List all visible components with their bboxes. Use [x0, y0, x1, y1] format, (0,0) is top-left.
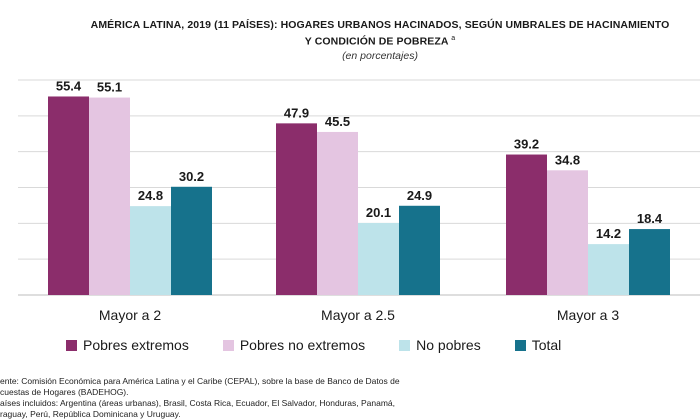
source-note-line-1: ente: Comisión Económica para América La… — [0, 376, 400, 386]
legend-swatch — [222, 339, 234, 351]
chart-title-line-2: Y CONDICIÓN DE POBREZA a — [0, 32, 700, 49]
source-note-line-3: aíses incluidos: Argentina (áreas urbana… — [0, 398, 395, 408]
data-label-2-4: 24.9 — [407, 188, 432, 203]
data-label-2-2: 45.5 — [325, 114, 350, 129]
legend-swatch — [66, 339, 77, 351]
data-label-3-3: 14.2 — [596, 226, 621, 241]
chart-legend: Pobres extremos Pobres no extremos No pobr… — [66, 336, 561, 354]
source-note-line-4: raguay, Perú, República Dominicana y Uru… — [0, 409, 181, 419]
chart-subtitle: (en porcentajes) — [342, 49, 418, 62]
bar-3-2 — [547, 170, 588, 295]
chart-title-line-1: AMÉRICA LATINA, 2019 (11 PAÍSES): HOGARE… — [90, 19, 670, 31]
data-label-1-3: 24.8 — [138, 188, 163, 203]
chart-title-block: AMÉRICA LATINA, 2019 (11 PAÍSES): HOGARE… — [0, 18, 700, 62]
source-note-line-2: cuestas de Hogares (BADEHOG). — [0, 387, 129, 397]
data-label-3-4: 18.4 — [637, 211, 663, 226]
legend-label: Pobres extremos — [83, 337, 189, 353]
data-label-1-2: 55.1 — [97, 80, 122, 95]
bar-1-3 — [130, 206, 171, 295]
chart-title-footnote-mark: a — [451, 35, 456, 42]
data-label-3-2: 34.8 — [555, 152, 580, 167]
bar-2-4 — [399, 205, 440, 295]
data-label-2-3: 20.1 — [366, 205, 391, 220]
legend-item-3: No pobres — [399, 337, 481, 353]
legend-item-4: Total — [514, 337, 562, 353]
bar-3-1 — [506, 154, 547, 295]
legend-item-2: Pobres no extremos — [222, 337, 366, 353]
bar-1-1 — [48, 96, 89, 295]
bar-chart: 55.4 55.1 24.8 30.2 Mayor a 2 47.9 45.5 20.1 24.… — [18, 78, 700, 323]
bar-2-1 — [276, 123, 317, 295]
bar-2-2 — [317, 131, 358, 295]
data-label-2-1: 47.9 — [284, 105, 309, 120]
chart-title-line-2-text: Y CONDICIÓN DE POBREZA — [304, 35, 449, 48]
data-label-3-1: 39.2 — [514, 137, 539, 152]
bar-2-3 — [358, 222, 399, 295]
legend-item-1: Pobres extremos — [66, 337, 189, 353]
legend-swatch — [399, 339, 411, 351]
bar-3-4 — [629, 229, 670, 295]
x-tick-label-3: Mayor a 3 — [557, 307, 619, 323]
legend-label: Total — [531, 337, 562, 353]
x-tick-label-2: Mayor a 2.5 — [321, 307, 395, 323]
x-tick-label-1: Mayor a 2 — [99, 307, 161, 323]
bar-3-3 — [588, 244, 629, 295]
legend-label: No pobres — [416, 337, 481, 353]
bar-1-4 — [171, 186, 212, 295]
source-notes: ente: Comisión Económica para América La… — [0, 376, 700, 420]
data-label-1-4: 30.2 — [179, 169, 204, 184]
legend-label: Pobres no extremos — [239, 337, 366, 353]
legend-swatch — [514, 339, 526, 351]
data-label-1-1: 55.4 — [56, 78, 82, 93]
bar-1-2 — [89, 97, 130, 295]
